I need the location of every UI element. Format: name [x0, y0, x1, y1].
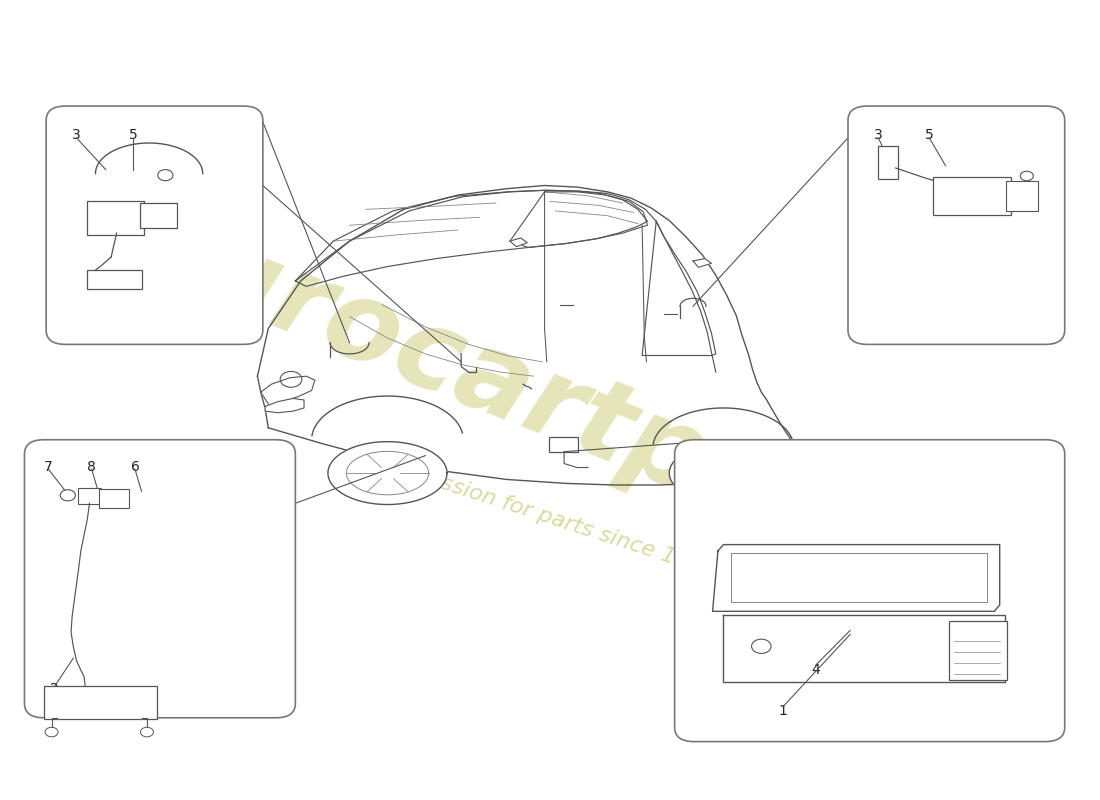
FancyBboxPatch shape [87, 202, 144, 234]
Text: 7: 7 [44, 459, 53, 474]
FancyBboxPatch shape [848, 106, 1065, 344]
FancyBboxPatch shape [99, 489, 129, 508]
Text: 8: 8 [87, 459, 96, 474]
FancyBboxPatch shape [949, 621, 1008, 680]
FancyBboxPatch shape [878, 146, 898, 179]
FancyBboxPatch shape [1006, 181, 1037, 211]
Text: 6: 6 [131, 459, 140, 474]
Polygon shape [510, 238, 527, 246]
Text: 4: 4 [811, 663, 819, 677]
Circle shape [751, 639, 771, 654]
Circle shape [157, 170, 173, 181]
Circle shape [60, 490, 76, 501]
Polygon shape [713, 545, 1000, 611]
FancyBboxPatch shape [674, 440, 1065, 742]
Circle shape [141, 727, 153, 737]
Text: 5: 5 [925, 128, 934, 142]
Circle shape [1021, 171, 1033, 181]
Polygon shape [693, 258, 712, 267]
FancyBboxPatch shape [933, 177, 1011, 215]
FancyBboxPatch shape [549, 437, 579, 453]
FancyBboxPatch shape [46, 106, 263, 344]
FancyBboxPatch shape [24, 440, 296, 718]
Text: 1: 1 [779, 705, 788, 718]
Polygon shape [261, 376, 315, 406]
Polygon shape [669, 445, 778, 502]
Text: 2: 2 [51, 682, 59, 695]
Polygon shape [724, 614, 1005, 682]
FancyBboxPatch shape [78, 488, 101, 504]
Text: 3: 3 [874, 128, 882, 142]
Text: 3: 3 [73, 128, 81, 142]
Circle shape [45, 727, 58, 737]
Polygon shape [265, 398, 304, 413]
FancyBboxPatch shape [141, 203, 177, 229]
Polygon shape [328, 442, 447, 505]
Text: 5: 5 [129, 128, 138, 142]
FancyBboxPatch shape [87, 270, 142, 289]
Text: eurocartparts: eurocartparts [113, 189, 954, 611]
Text: a passion for parts since 1985: a passion for parts since 1985 [393, 458, 718, 581]
FancyBboxPatch shape [44, 686, 156, 719]
